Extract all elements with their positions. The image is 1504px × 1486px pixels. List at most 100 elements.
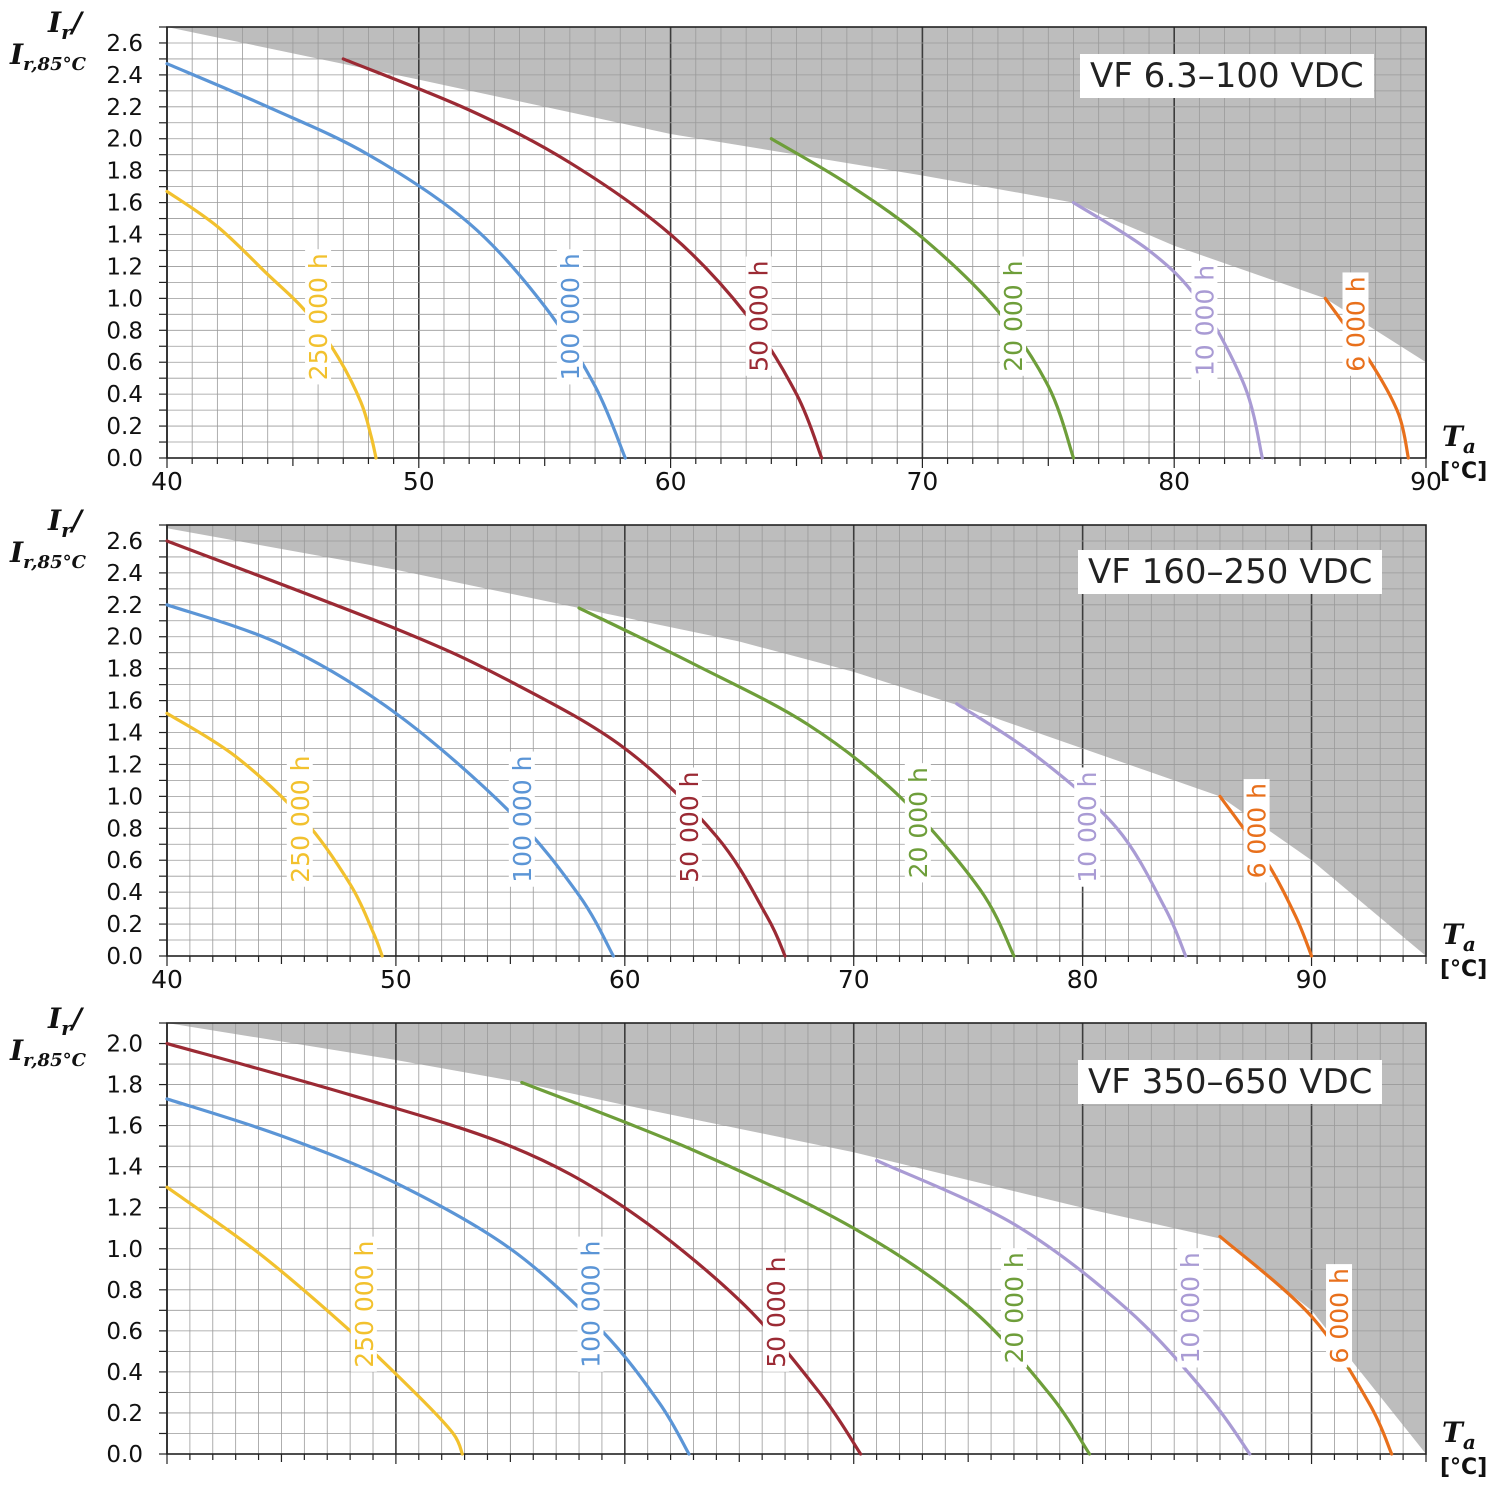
limit-shade (167, 525, 1426, 956)
series-label-bg (508, 751, 535, 887)
y-tick-label: 0.2 (106, 414, 143, 440)
y-tick-label: 0.2 (106, 1401, 143, 1427)
y-tick-label: 0.4 (106, 1360, 143, 1386)
series-label: 50 000 h (745, 261, 774, 372)
series-label: 6 000 h (1341, 276, 1370, 371)
series-label: 20 000 h (1000, 1252, 1029, 1363)
y-tick-label: 1.4 (106, 223, 143, 249)
y-tick-label: 1.6 (106, 689, 143, 715)
y-tick-label: 1.2 (106, 752, 143, 778)
y-tick-label: 2.2 (106, 95, 143, 121)
y-tick-label: 2.0 (106, 625, 143, 651)
chart-svg-1: 0.0 0.2 0.4 0.6 0.8 1.0 1.2 1.4 1.6 1.8 2.0 2.2 2.4 2… (9, 6, 1487, 496)
x-tick-label: 90 (1296, 965, 1328, 994)
series-label-bg (556, 249, 583, 385)
y-axis-label-num: Ir/ (47, 6, 85, 44)
y-tick-label: 0.8 (106, 1278, 143, 1304)
series-line-250000h (165, 189, 378, 460)
series-label: 100 000 h (576, 1241, 605, 1368)
series-label: 100 000 h (508, 756, 537, 883)
series-label-bg (1177, 1248, 1204, 1368)
y-tick-label: 2.4 (106, 63, 143, 89)
y-tick-label: 1.8 (106, 1073, 143, 1099)
series-label: 10 000 h (1190, 265, 1219, 376)
series-label-bg (762, 1252, 789, 1372)
series-label-bg (745, 256, 772, 376)
y-axis-label-den: Ir,85°C (9, 38, 87, 75)
series-line-50000h (341, 57, 824, 460)
y-tick-label: 1.6 (106, 191, 143, 217)
series-label: 50 000 h (762, 1257, 791, 1368)
series-label-bg (350, 1236, 377, 1372)
series-label: 6 000 h (1325, 1268, 1354, 1363)
y-tick-label: 2.4 (106, 561, 143, 587)
y-tick-label: 0.4 (106, 382, 143, 408)
series-line-20000h (520, 1080, 1092, 1456)
series-label-bg (305, 249, 332, 385)
series-label-bg (1243, 779, 1270, 883)
series-label-bg (1191, 260, 1218, 381)
x-tick-label: 50 (403, 467, 435, 496)
series-line-20000h (577, 606, 1016, 958)
x-axis-label-unit: [°C] (1440, 459, 1487, 484)
y-tick-label: 1.2 (106, 254, 143, 280)
y-axis-label-num: Ir/ (47, 504, 85, 542)
chart-svg-2: 0.0 0.2 0.4 0.6 0.8 1.0 1.2 1.4 1.6 1.8 2.0 2.2 2.4 2… (9, 504, 1487, 994)
chart-panel-2: 0.0 0.2 0.4 0.6 0.8 1.0 1.2 1.4 1.6 1.8 2.0 2.2 2.4 2… (0, 500, 1504, 1000)
chart-title-1: VF 6.3–100 VDC (1080, 54, 1374, 98)
series-line-10000h (955, 702, 1188, 958)
chart-panel-1: 0.0 0.2 0.4 0.6 0.8 1.0 1.2 1.4 1.6 1.8 2.0 2.2 2.4 2… (0, 0, 1504, 500)
x-tick-label: 70 (906, 467, 938, 496)
limit-shade (167, 27, 1426, 363)
series-label: 20 000 h (999, 261, 1028, 372)
y-tick-label: 2.2 (106, 593, 143, 619)
y-axis-label-den: Ir,85°C (9, 1034, 87, 1071)
series-label: 6 000 h (1243, 783, 1272, 878)
x-tick-label: 50 (380, 965, 412, 994)
series-label-bg (1000, 1248, 1027, 1368)
series-line-100000h (165, 62, 627, 460)
series-label-bg (1074, 767, 1101, 887)
series-label: 250 000 h (286, 756, 315, 883)
series-line-250000h (165, 711, 384, 958)
series-line-50000h (165, 539, 787, 958)
y-tick-label: 0.2 (106, 912, 143, 938)
x-tick-label: 70 (838, 965, 870, 994)
x-axis-label-unit: [°C] (1440, 957, 1487, 982)
series-label-bg (1342, 272, 1369, 376)
y-tick-label: 0.4 (106, 880, 143, 906)
x-tick-label: 80 (1067, 965, 1099, 994)
y-tick-label: 0.0 (106, 1442, 143, 1468)
series-line-10000h (875, 1158, 1252, 1456)
series-label-bg (286, 751, 313, 887)
y-tick-label: 1.0 (106, 1237, 143, 1263)
series-label-bg (904, 763, 931, 883)
y-tick-label: 0.0 (106, 944, 143, 970)
series-label: 100 000 h (556, 253, 585, 380)
series-label: 20 000 h (904, 767, 933, 878)
y-tick-label: 0.0 (106, 446, 143, 472)
y-tick-label: 0.6 (106, 848, 143, 874)
x-tick-label: 40 (151, 965, 183, 994)
series-line-100000h (165, 1097, 691, 1456)
y-axis-label-num: Ir/ (47, 1002, 85, 1040)
y-tick-label: 0.6 (106, 1319, 143, 1345)
y-tick-label: 1.8 (106, 159, 143, 185)
x-tick-label: 90 (1410, 467, 1442, 496)
y-axis-label-den: Ir,85°C (9, 536, 87, 573)
plot-frame (166, 524, 1427, 957)
y-tick-label: 1.4 (106, 1155, 143, 1181)
chart-title-3: VF 350–650 VDC (1078, 1060, 1383, 1104)
x-axis-label-sym: Ta (1442, 420, 1476, 458)
series-label-bg (1000, 256, 1027, 376)
chart-title-2: VF 160–250 VDC (1078, 550, 1383, 594)
series-line-250000h (165, 1185, 464, 1456)
y-tick-label: 1.6 (106, 1114, 143, 1140)
y-tick-label: 2.0 (106, 127, 143, 153)
y-tick-label: 1.8 (106, 657, 143, 683)
series-label: 10 000 h (1176, 1252, 1205, 1363)
y-tick-label: 2.6 (106, 31, 143, 57)
series-line-6000h (1218, 794, 1314, 958)
x-tick-label: 40 (151, 467, 183, 496)
y-tick-label: 1.2 (106, 1196, 143, 1222)
